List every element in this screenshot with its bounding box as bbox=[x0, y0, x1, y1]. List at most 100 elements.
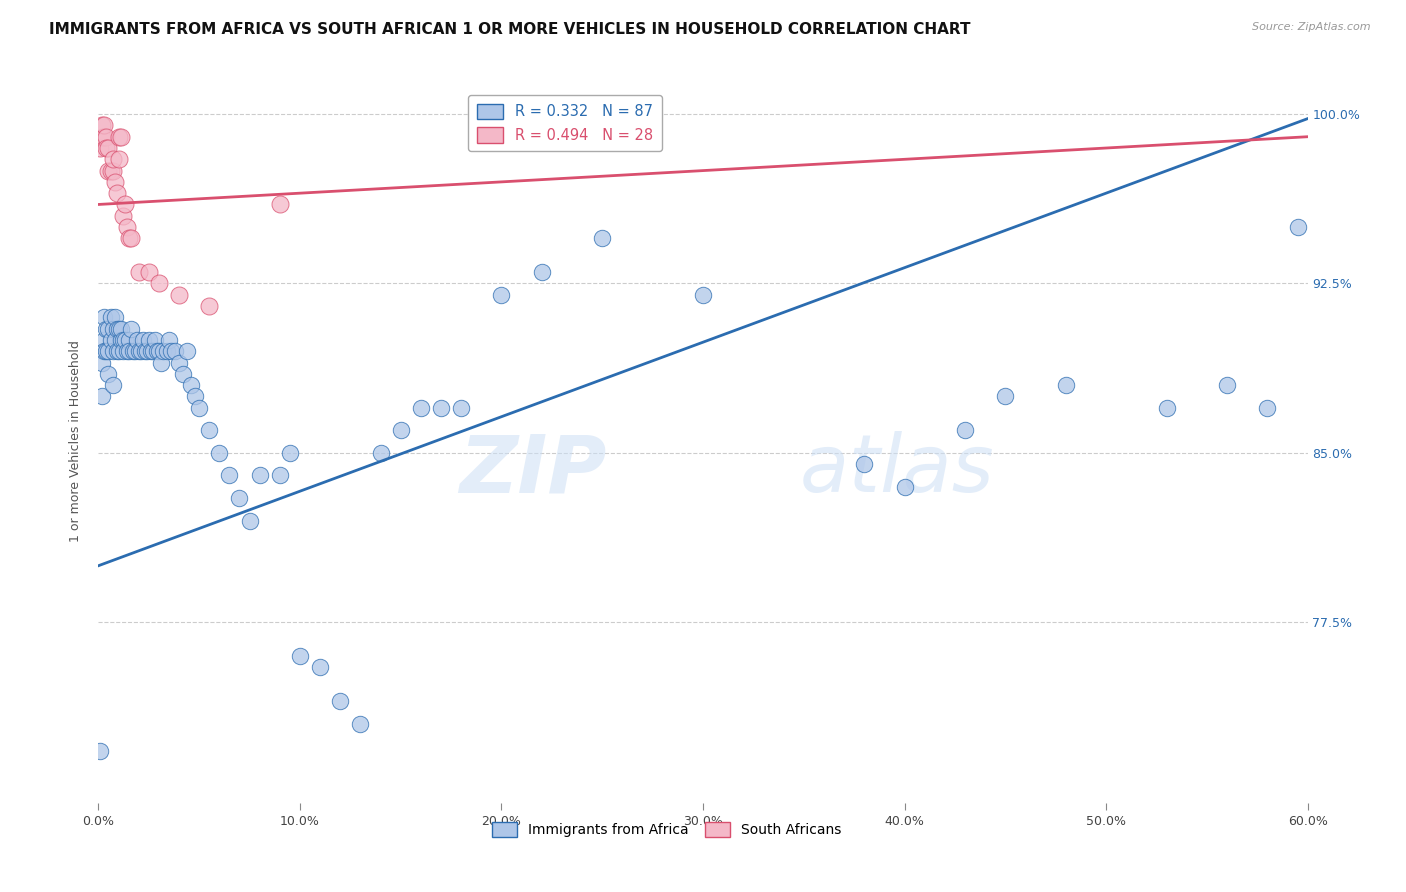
Point bbox=[93, 129, 115, 144]
Point bbox=[96, 141, 118, 155]
Point bbox=[97, 321, 120, 335]
Point bbox=[134, 344, 156, 359]
Point bbox=[118, 333, 141, 347]
Point bbox=[167, 355, 190, 369]
Point bbox=[93, 344, 115, 359]
Point bbox=[101, 378, 124, 392]
Point bbox=[180, 378, 202, 392]
Point bbox=[103, 175, 125, 189]
Point bbox=[114, 197, 136, 211]
Point bbox=[100, 310, 122, 325]
Point bbox=[269, 468, 291, 483]
Point bbox=[120, 321, 142, 335]
Point bbox=[208, 446, 231, 460]
Text: ZIP: ZIP bbox=[458, 432, 606, 509]
Point bbox=[128, 344, 150, 359]
Point bbox=[349, 716, 371, 731]
Point bbox=[157, 333, 180, 347]
Point bbox=[139, 344, 162, 359]
Point bbox=[142, 344, 165, 359]
Point bbox=[114, 333, 136, 347]
Point bbox=[91, 129, 114, 144]
Point bbox=[100, 333, 122, 347]
Point bbox=[148, 344, 170, 359]
Point bbox=[143, 333, 166, 347]
Point bbox=[120, 231, 142, 245]
Point bbox=[1286, 220, 1309, 235]
Point bbox=[121, 344, 143, 359]
Point bbox=[89, 141, 111, 155]
Point bbox=[530, 265, 553, 279]
Text: atlas: atlas bbox=[800, 432, 994, 509]
Point bbox=[1256, 401, 1278, 415]
Point bbox=[91, 355, 114, 369]
Point bbox=[309, 660, 332, 674]
Point bbox=[101, 163, 124, 178]
Point bbox=[93, 333, 115, 347]
Point bbox=[96, 321, 118, 335]
Point bbox=[430, 401, 453, 415]
Point bbox=[97, 163, 120, 178]
Point bbox=[188, 401, 211, 415]
Point bbox=[132, 333, 155, 347]
Point bbox=[249, 468, 271, 483]
Point bbox=[370, 446, 392, 460]
Point bbox=[329, 694, 352, 708]
Point bbox=[288, 648, 311, 663]
Point bbox=[1054, 378, 1077, 392]
Point bbox=[115, 220, 138, 235]
Point bbox=[167, 287, 190, 301]
Point bbox=[91, 389, 114, 403]
Point bbox=[97, 141, 120, 155]
Point bbox=[129, 344, 152, 359]
Point bbox=[1156, 401, 1178, 415]
Point bbox=[591, 231, 613, 245]
Point bbox=[184, 389, 207, 403]
Point bbox=[111, 209, 134, 223]
Point bbox=[111, 344, 134, 359]
Point bbox=[101, 321, 124, 335]
Point bbox=[110, 321, 132, 335]
Point bbox=[97, 367, 120, 381]
Point bbox=[135, 344, 157, 359]
Point bbox=[93, 119, 115, 133]
Point bbox=[103, 333, 125, 347]
Point bbox=[409, 401, 432, 415]
Point bbox=[239, 514, 262, 528]
Point bbox=[100, 163, 122, 178]
Point bbox=[198, 299, 221, 313]
Point bbox=[953, 423, 976, 437]
Text: Source: ZipAtlas.com: Source: ZipAtlas.com bbox=[1253, 22, 1371, 32]
Point bbox=[96, 129, 118, 144]
Point bbox=[115, 344, 138, 359]
Point bbox=[101, 153, 124, 167]
Point bbox=[148, 277, 170, 291]
Point bbox=[128, 265, 150, 279]
Point bbox=[1216, 378, 1239, 392]
Point bbox=[156, 344, 179, 359]
Text: IMMIGRANTS FROM AFRICA VS SOUTH AFRICAN 1 OR MORE VEHICLES IN HOUSEHOLD CORRELAT: IMMIGRANTS FROM AFRICA VS SOUTH AFRICAN … bbox=[49, 22, 970, 37]
Point bbox=[138, 265, 160, 279]
Point bbox=[278, 446, 301, 460]
Point bbox=[96, 344, 118, 359]
Point bbox=[101, 344, 124, 359]
Point bbox=[110, 129, 132, 144]
Point bbox=[107, 129, 129, 144]
Point bbox=[491, 287, 513, 301]
Point bbox=[118, 231, 141, 245]
Point bbox=[218, 468, 240, 483]
Point bbox=[107, 344, 129, 359]
Point bbox=[692, 287, 714, 301]
Point bbox=[146, 344, 169, 359]
Point bbox=[172, 367, 194, 381]
Point bbox=[198, 423, 221, 437]
Point bbox=[118, 344, 141, 359]
Point bbox=[450, 401, 472, 415]
Point bbox=[160, 344, 183, 359]
Point bbox=[111, 333, 134, 347]
Point bbox=[125, 333, 148, 347]
Point bbox=[853, 457, 876, 471]
Point bbox=[105, 186, 128, 201]
Point bbox=[89, 744, 111, 758]
Point bbox=[269, 197, 291, 211]
